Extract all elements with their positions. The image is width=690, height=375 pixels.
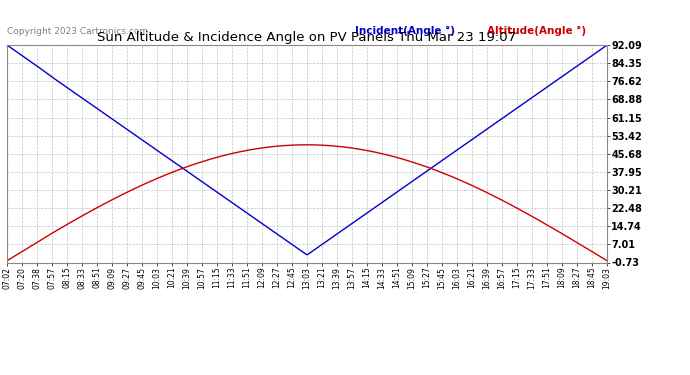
Text: Altitude(Angle °): Altitude(Angle °) <box>487 26 586 36</box>
Title: Sun Altitude & Incidence Angle on PV Panels Thu Mar 23 19:07: Sun Altitude & Incidence Angle on PV Pan… <box>97 31 517 44</box>
Text: Incident(Angle °): Incident(Angle °) <box>355 26 455 36</box>
Text: Copyright 2023 Cartronics.com: Copyright 2023 Cartronics.com <box>7 27 148 36</box>
